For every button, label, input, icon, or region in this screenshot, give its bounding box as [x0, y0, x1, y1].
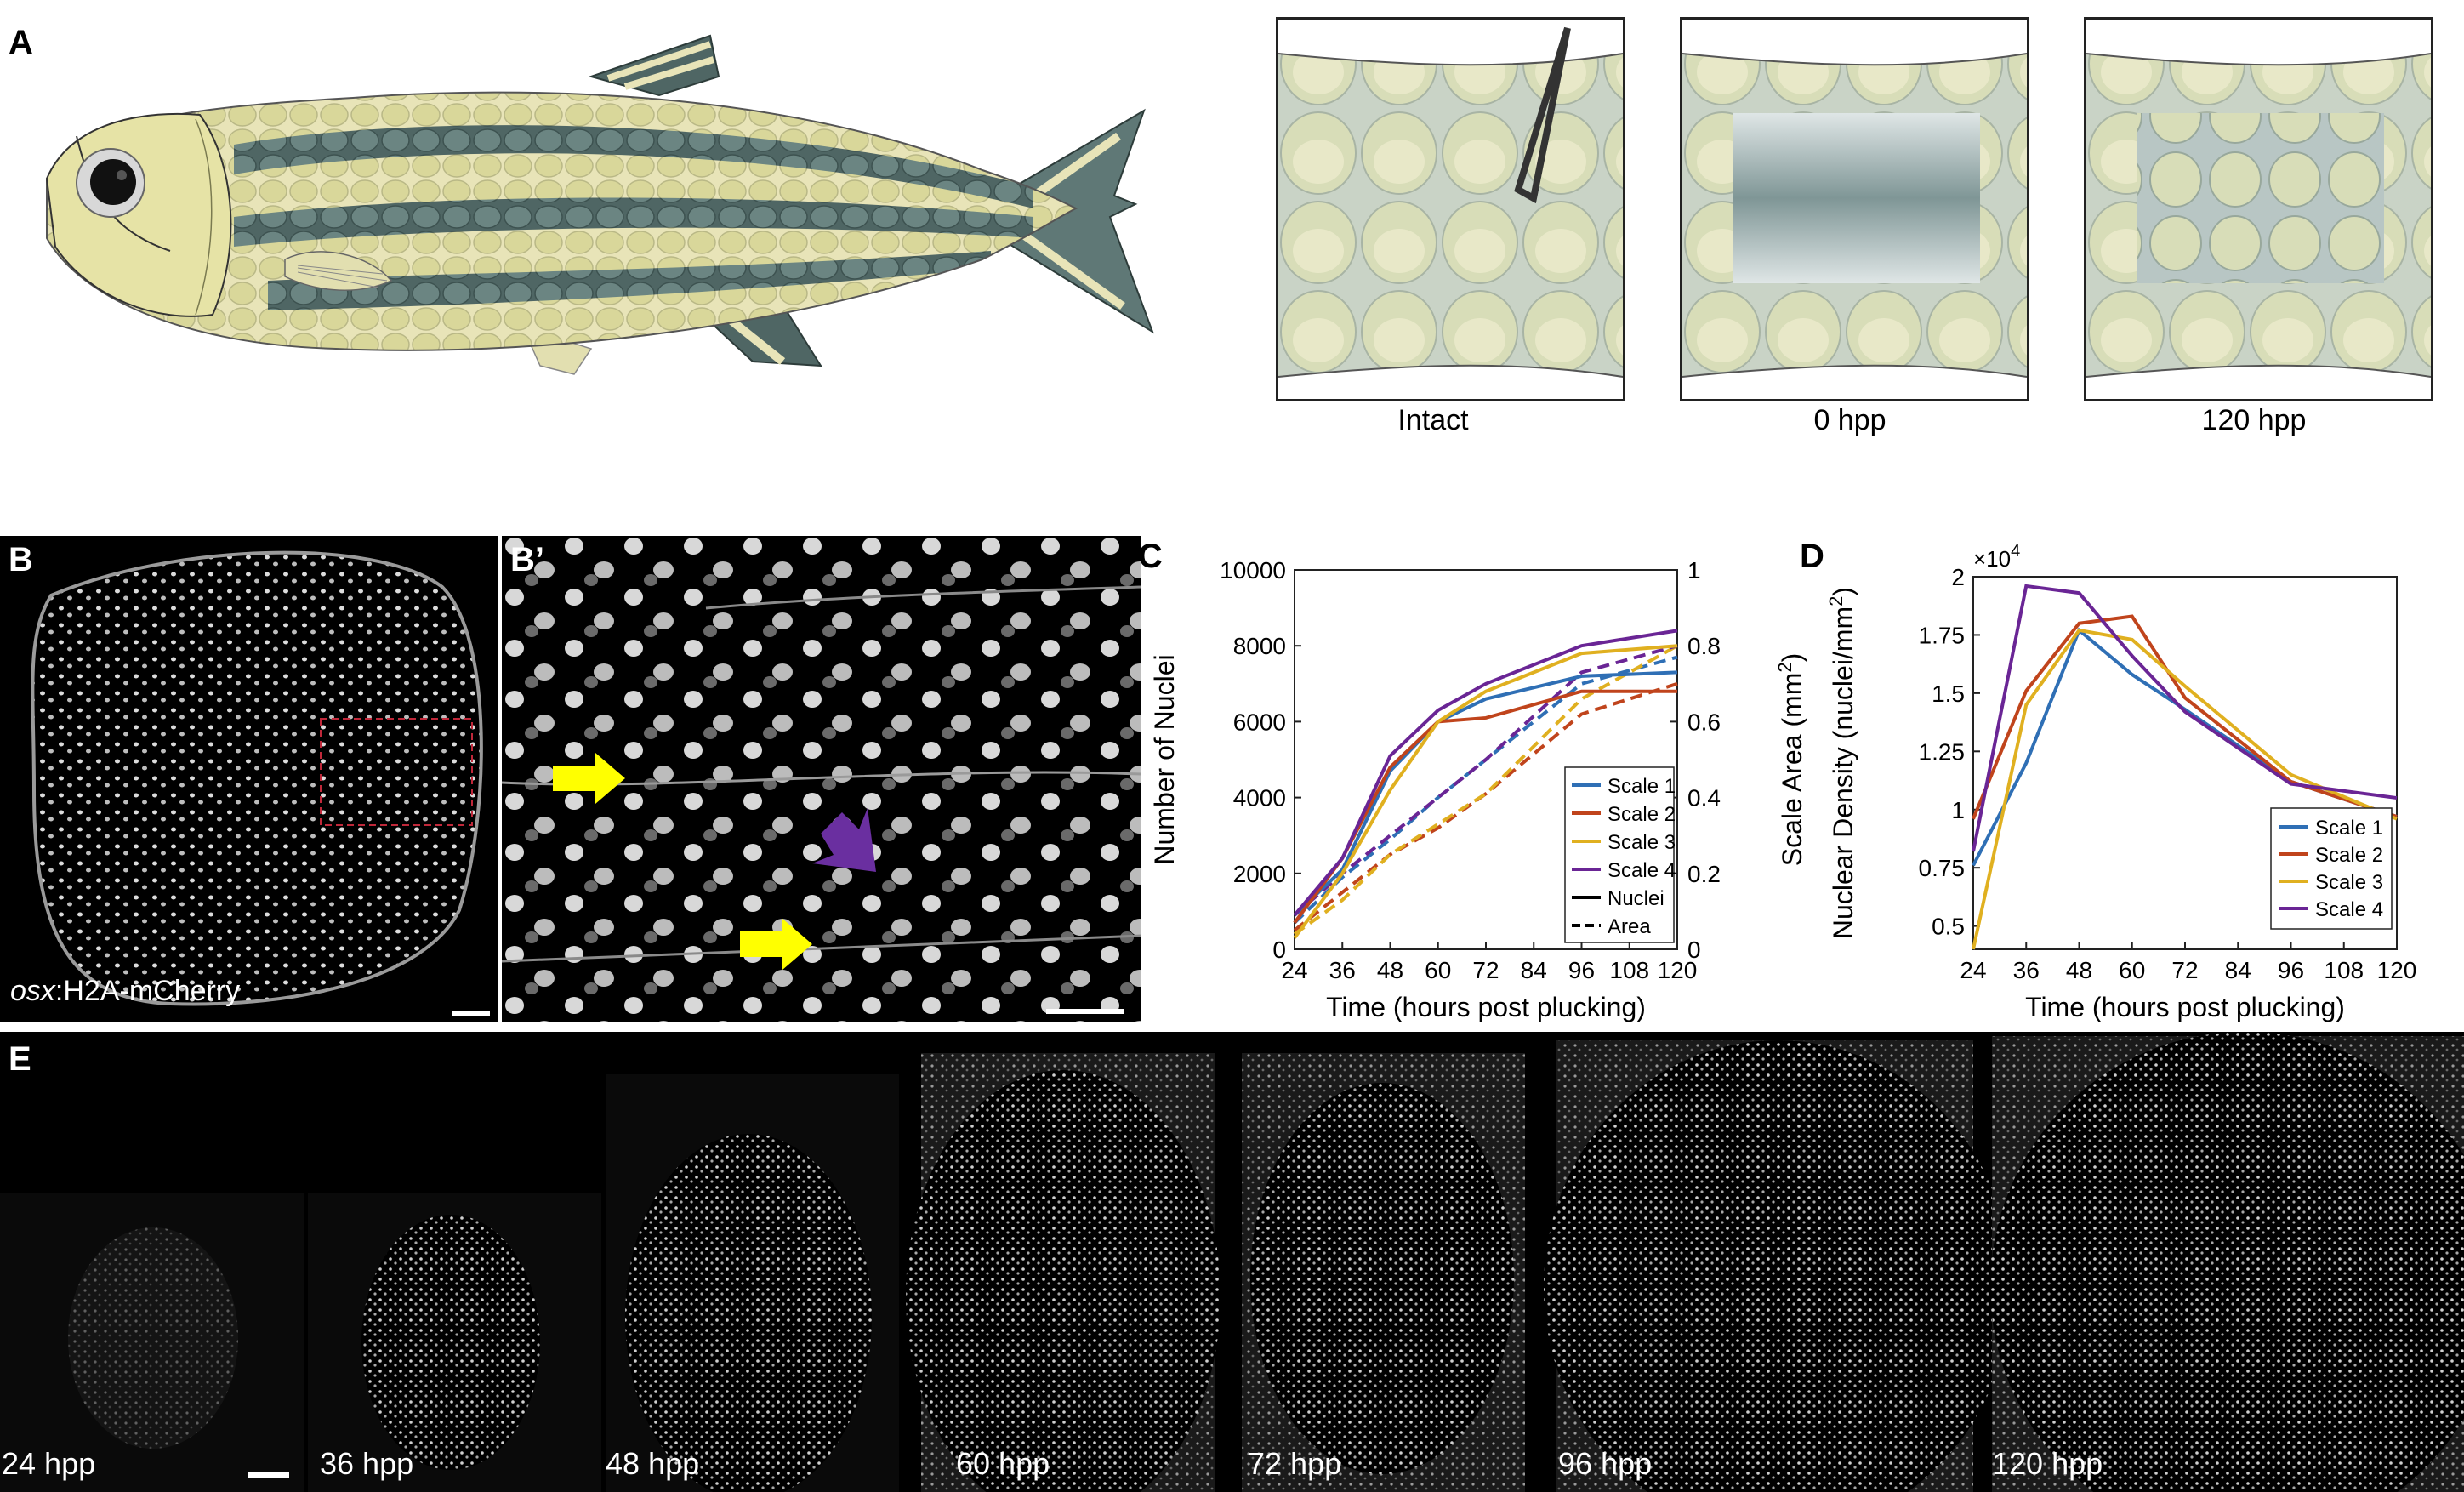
chart-c-ytick-label: 4000 — [1233, 785, 1286, 811]
caption-120hpp: 120 hpp — [2201, 404, 2307, 436]
chart-d-ytick-label: 1.75 — [1919, 622, 1966, 648]
panel-label-c: C — [1138, 538, 1163, 575]
chart-d-ytick-label: 1.25 — [1919, 738, 1966, 765]
frame-label-120: 120 hpp — [1992, 1446, 2103, 1481]
panel-label-e: E — [9, 1040, 31, 1078]
chart-d-ytick-label: 2 — [1951, 564, 1965, 590]
schematic-0hpp — [1680, 17, 2029, 401]
roi-box — [320, 718, 473, 826]
panel-b-prime-micrograph: B’ — [502, 536, 1141, 1022]
panel-label-a: A — [9, 24, 33, 61]
chart-d-legend-scale4: Scale 4 — [2315, 898, 2383, 921]
forceps-icon — [1514, 26, 1571, 204]
chart-c-ytick-label: 2000 — [1233, 861, 1286, 887]
chart-c-ytick-label: 6000 — [1233, 709, 1286, 735]
chart-c: 24 36 48 60 72 84 96 108 12002000400060008000100… — [1149, 557, 1807, 1022]
chart-c-legend-scale3: Scale 3 — [1608, 831, 1676, 854]
chart-d-xtick-label: 36 — [2013, 957, 2040, 983]
schematic-intact — [1276, 17, 1625, 401]
chart-d-xtick-label: 96 — [2278, 957, 2304, 983]
frame-label-60: 60 hpp — [956, 1446, 1050, 1481]
chart-c-nuclei-line-4 — [1293, 629, 1678, 917]
chart-d-ytick-label: 1.5 — [1932, 681, 1965, 707]
chart-c-y2tick-label: 0 — [1687, 937, 1701, 963]
chart-c-y2tick-label: 1 — [1687, 557, 1701, 584]
scale-bar-e — [248, 1472, 289, 1478]
chart-d-line-2 — [1972, 614, 2398, 820]
chart-d-ylabel: Nuclear Density (nuclei/mm2) — [1825, 587, 1858, 939]
frame-label-96: 96 hpp — [1558, 1446, 1653, 1481]
zebrafish-illustration — [45, 34, 1154, 375]
chart-c-xtick-label: 96 — [1568, 957, 1595, 983]
chart-c-ylabel: Number of Nuclei — [1149, 654, 1180, 864]
chart-d-legend-scale2: Scale 2 — [2315, 844, 2383, 867]
schematic-120hpp — [2084, 17, 2433, 401]
chart-d-line-3 — [1972, 628, 2398, 950]
chart-d-ytick-label: 1 — [1951, 797, 1965, 823]
chart-c-legend: Scale 1 Scale 2 Scale 3 Scale 4 Nuclei A… — [1564, 766, 1676, 943]
chart-d-line-4 — [1972, 584, 2398, 852]
chart-d-ytick-label: 0.75 — [1919, 855, 1966, 881]
chart-c-ytick-label: 10000 — [1220, 557, 1286, 584]
panel-label-b: B — [9, 541, 33, 578]
frame-label-72: 72 hpp — [1248, 1446, 1342, 1481]
purple-arrow-icon — [812, 808, 876, 872]
chart-d-xlabel: Time (hours post plucking) — [2025, 992, 2345, 1022]
chart-c-area-line-1 — [1293, 655, 1678, 925]
chart-c-xtick-label: 108 — [1609, 957, 1649, 983]
marker-label: osx:H2A-mCherry — [10, 975, 240, 1008]
chart-c-legend-scale1: Scale 1 — [1608, 775, 1676, 798]
chart-d-legend: Scale 1 Scale 2 Scale 3 Scale 4 — [2270, 807, 2393, 930]
chart-c-legend-scale4: Scale 4 — [1608, 859, 1676, 882]
frame-label-48: 48 hpp — [606, 1446, 700, 1481]
chart-c-xtick-label: 36 — [1329, 957, 1356, 983]
panel-e-images — [0, 1032, 2464, 1492]
chart-c-legend-area: Area — [1608, 915, 1651, 938]
caption-0hpp: 0 hpp — [1813, 404, 1886, 436]
frame-label-24: 24 hpp — [2, 1446, 96, 1481]
chart-c-legend-scale2: Scale 2 — [1608, 803, 1676, 826]
chart-c-xtick-label: 84 — [1521, 957, 1547, 983]
chart-c-xtick-label: 60 — [1425, 957, 1451, 983]
chart-c-xtick-label: 72 — [1472, 957, 1499, 983]
chart-d-xtick-label: 84 — [2225, 957, 2251, 983]
chart-c-ytick-label: 8000 — [1233, 633, 1286, 659]
chart-c-y2tick-label: 0.8 — [1687, 633, 1721, 659]
chart-c-ytick-label: 0 — [1272, 937, 1286, 963]
chart-d-xtick-label: 108 — [2324, 957, 2364, 983]
marker-suffix: :H2A-mCherry — [54, 975, 241, 1007]
marker-prefix: osx — [10, 975, 55, 1007]
panel-b-micrograph: B osx:H2A-mCherry — [0, 536, 498, 1022]
chart-d-xtick-label: 60 — [2119, 957, 2145, 983]
frame-label-36: 36 hpp — [320, 1446, 414, 1481]
yellow-arrow-icon — [553, 753, 625, 804]
chart-d-legend-scale1: Scale 1 — [2315, 817, 2383, 840]
caption-intact: Intact — [1397, 404, 1469, 436]
chart-c-legend-nuclei: Nuclei — [1608, 887, 1664, 910]
chart-c-area-line-2 — [1293, 681, 1678, 932]
chart-d-legend-scale3: Scale 3 — [2315, 871, 2383, 894]
chart-c-y2tick-label: 0.4 — [1687, 785, 1721, 811]
chart-c-xtick-label: 48 — [1377, 957, 1403, 983]
chart-d-xtick-label: 72 — [2171, 957, 2198, 983]
chart-c-nuclei-line-3 — [1293, 644, 1678, 939]
chart-c-y2tick-label: 0.6 — [1687, 709, 1721, 735]
chart-c-y2tick-label: 0.2 — [1687, 861, 1721, 887]
chart-c-xtick-label: 24 — [1281, 957, 1307, 983]
panel-label-d: D — [1800, 538, 1824, 575]
chart-d-ytick-label: 0.5 — [1932, 914, 1965, 940]
chart-c-xlabel: Time (hours post plucking) — [1326, 992, 1646, 1022]
chart-d-multiplier: ×104 — [1973, 542, 2020, 572]
scale-bar-b — [452, 1011, 490, 1016]
chart-d-xtick-label: 24 — [1960, 957, 1986, 983]
chart-c-area-line-3 — [1293, 644, 1678, 936]
yellow-arrow-icon — [740, 919, 812, 970]
chart-c-xtick-label: 120 — [1658, 957, 1698, 983]
chart-d: ×104 24 36 48 60 72 84 96 108 120 0.5 0.75 1 1.25 1.5… — [1825, 542, 2417, 1022]
chart-c-y2label: Scale Area (mm2) — [1774, 653, 1807, 867]
panel-label-b-prime: B’ — [510, 541, 544, 578]
scale-bar-b-prime — [1046, 1009, 1124, 1014]
chart-d-xtick-label: 120 — [2377, 957, 2417, 983]
chart-d-xtick-label: 48 — [2066, 957, 2092, 983]
